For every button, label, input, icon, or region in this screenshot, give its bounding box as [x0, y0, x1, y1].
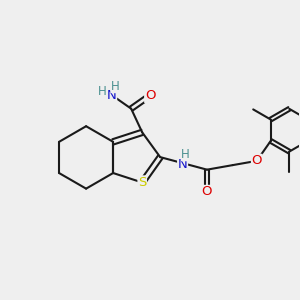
Text: N: N: [178, 158, 188, 171]
Text: H: H: [181, 148, 190, 161]
Text: O: O: [202, 185, 212, 198]
Text: N: N: [107, 89, 117, 102]
Text: O: O: [145, 89, 155, 102]
Text: H: H: [98, 85, 106, 98]
Text: S: S: [138, 176, 146, 189]
Text: O: O: [251, 154, 262, 167]
Text: H: H: [111, 80, 120, 93]
